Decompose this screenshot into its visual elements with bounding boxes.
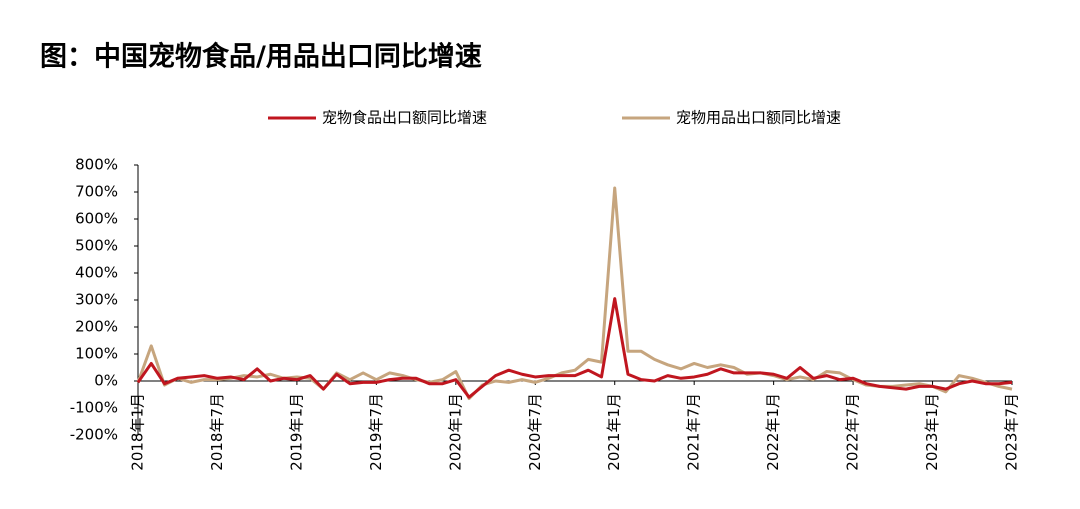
x-tick-label: 2021年1月 bbox=[605, 393, 623, 471]
y-tick-label: 300% bbox=[75, 291, 118, 309]
y-tick-label: 800% bbox=[75, 156, 118, 174]
x-tick-label: 2023年1月 bbox=[923, 393, 941, 471]
legend-label: 宠物食品出口额同比增速 bbox=[322, 109, 487, 127]
x-tick-label: 2018年7月 bbox=[208, 393, 226, 471]
y-tick-label: 100% bbox=[75, 345, 118, 363]
x-tick-label: 2023年7月 bbox=[1003, 393, 1021, 471]
y-tick-label: 200% bbox=[75, 318, 118, 336]
x-tick-label: 2020年1月 bbox=[446, 393, 464, 471]
y-tick-label: 400% bbox=[75, 264, 118, 282]
y-tick-label: 0% bbox=[94, 372, 118, 390]
y-tick-label: -100% bbox=[70, 399, 118, 417]
x-tick-label: 2020年7月 bbox=[526, 393, 544, 471]
x-tick-label: 2022年7月 bbox=[844, 393, 862, 471]
chart-title: 图：中国宠物食品/用品出口同比增速 bbox=[40, 41, 482, 73]
x-tick-label: 2018年1月 bbox=[129, 393, 147, 471]
y-tick-label: -200% bbox=[70, 426, 118, 444]
x-tick-label: 2019年7月 bbox=[367, 393, 385, 471]
x-tick-label: 2021年7月 bbox=[685, 393, 703, 471]
x-tick-label: 2019年1月 bbox=[287, 393, 305, 471]
y-tick-label: 500% bbox=[75, 237, 118, 255]
x-tick-label: 2022年1月 bbox=[764, 393, 782, 471]
legend-label: 宠物用品出口额同比增速 bbox=[676, 109, 841, 127]
y-tick-label: 600% bbox=[75, 210, 118, 228]
y-tick-label: 700% bbox=[75, 183, 118, 201]
series-line bbox=[136, 186, 1013, 401]
series-line bbox=[136, 297, 1013, 399]
